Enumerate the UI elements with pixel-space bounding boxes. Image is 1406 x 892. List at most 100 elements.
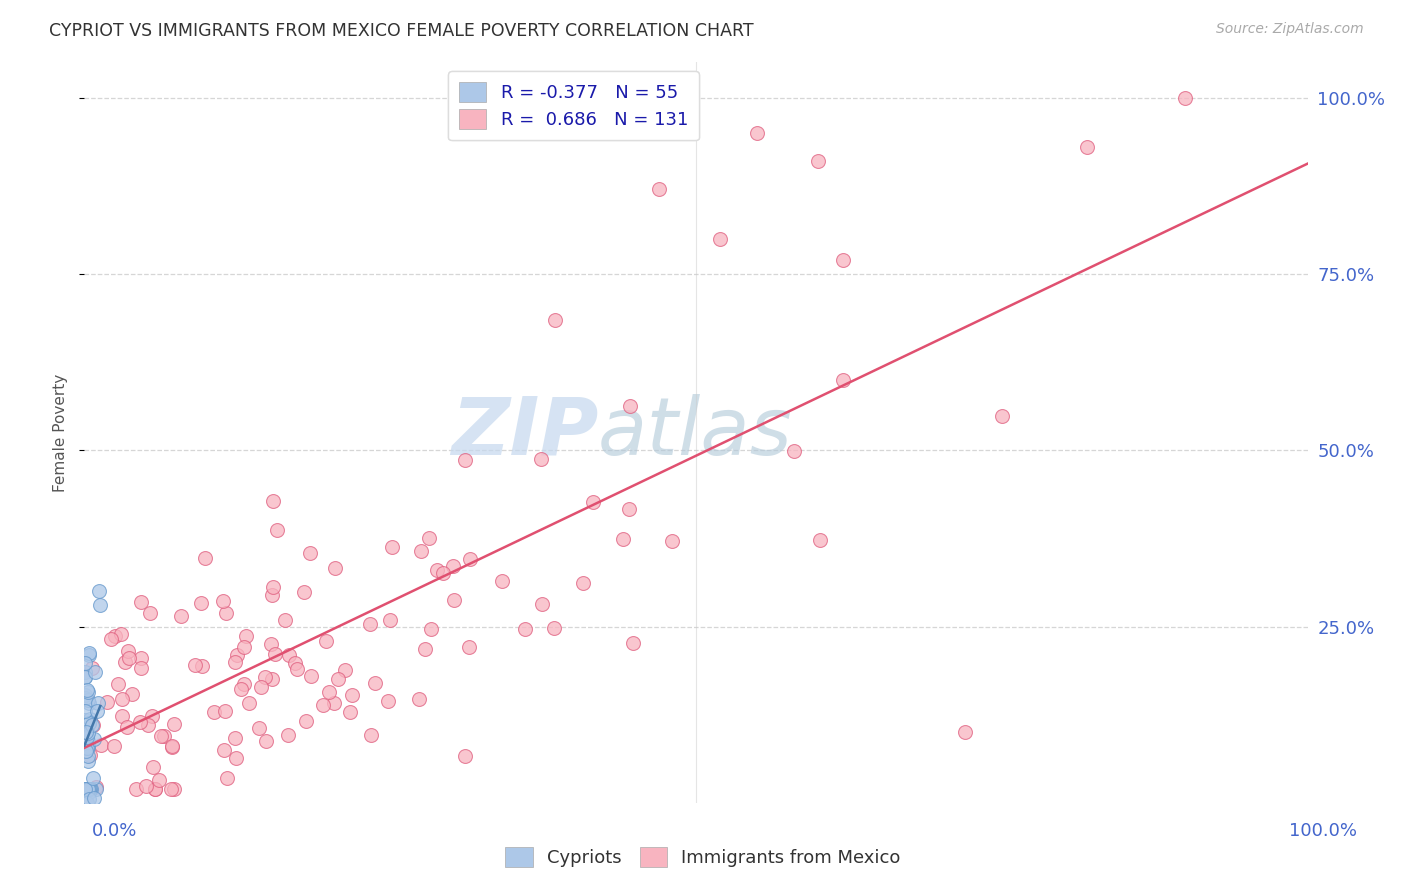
Point	[808, 533, 831, 547]
Point	[75, 689, 97, 703]
Point	[364, 676, 387, 690]
Point	[225, 751, 247, 765]
Point	[1174, 91, 1197, 105]
Point	[617, 502, 640, 516]
Point	[238, 696, 260, 710]
Point	[153, 729, 176, 743]
Point	[129, 650, 152, 665]
Point	[76, 796, 98, 810]
Point	[215, 606, 238, 620]
Point	[266, 524, 288, 538]
Point	[202, 705, 225, 719]
Point	[103, 739, 125, 753]
Point	[215, 771, 238, 785]
Point	[648, 182, 671, 196]
Point	[76, 741, 98, 756]
Point	[621, 636, 644, 650]
Point	[184, 657, 207, 672]
Point	[381, 540, 404, 554]
Point	[991, 409, 1014, 423]
Point	[77, 749, 100, 764]
Point	[224, 731, 246, 745]
Point	[77, 646, 100, 660]
Point	[284, 656, 307, 670]
Point	[79, 781, 101, 796]
Point	[254, 734, 277, 748]
Point	[77, 648, 100, 662]
Point	[377, 694, 399, 708]
Point	[115, 720, 138, 734]
Point	[82, 771, 104, 785]
Point	[107, 677, 129, 691]
Point	[79, 712, 101, 726]
Point	[75, 781, 97, 796]
Point	[262, 494, 284, 508]
Point	[315, 634, 337, 648]
Point	[231, 681, 253, 696]
Point	[661, 534, 683, 549]
Point	[612, 533, 634, 547]
Point	[619, 399, 641, 413]
Point	[323, 696, 346, 710]
Point	[77, 781, 100, 796]
Point	[260, 673, 283, 687]
Point	[79, 716, 101, 731]
Point	[1076, 140, 1098, 154]
Point	[325, 560, 347, 574]
Point	[262, 580, 284, 594]
Point	[142, 759, 165, 773]
Point	[274, 613, 297, 627]
Point	[77, 791, 100, 805]
Point	[443, 592, 465, 607]
Point	[278, 648, 301, 662]
Point	[75, 725, 97, 739]
Point	[143, 781, 166, 796]
Point	[118, 651, 141, 665]
Point	[326, 672, 349, 686]
Point	[129, 661, 152, 675]
Point	[143, 781, 166, 796]
Point	[747, 126, 769, 140]
Point	[360, 728, 382, 742]
Point	[114, 655, 136, 669]
Point	[408, 692, 430, 706]
Point	[530, 597, 553, 611]
Point	[76, 682, 98, 697]
Point	[264, 647, 287, 661]
Point	[162, 739, 184, 753]
Point	[139, 607, 162, 621]
Point	[84, 781, 107, 796]
Point	[76, 730, 98, 744]
Point	[582, 495, 605, 509]
Point	[318, 684, 340, 698]
Point	[76, 734, 98, 748]
Point	[432, 566, 454, 580]
Point	[807, 154, 830, 169]
Point	[418, 531, 440, 545]
Point	[110, 627, 132, 641]
Point	[136, 717, 159, 731]
Point	[76, 781, 98, 796]
Point	[783, 444, 806, 458]
Point	[80, 781, 103, 796]
Point	[212, 743, 235, 757]
Point	[73, 670, 96, 684]
Y-axis label: Female Poverty: Female Poverty	[53, 374, 69, 491]
Point	[831, 373, 853, 387]
Point	[76, 731, 98, 745]
Point	[530, 452, 553, 467]
Point	[160, 781, 183, 796]
Point	[117, 643, 139, 657]
Point	[89, 599, 111, 613]
Point	[544, 313, 567, 327]
Point	[83, 790, 105, 805]
Point	[232, 677, 254, 691]
Point	[235, 629, 257, 643]
Point	[458, 551, 481, 566]
Point	[77, 693, 100, 707]
Point	[83, 732, 105, 747]
Point	[86, 780, 108, 794]
Legend: R = -0.377   N = 55, R =  0.686   N = 131: R = -0.377 N = 55, R = 0.686 N = 131	[449, 71, 699, 140]
Point	[77, 716, 100, 731]
Point	[212, 594, 235, 608]
